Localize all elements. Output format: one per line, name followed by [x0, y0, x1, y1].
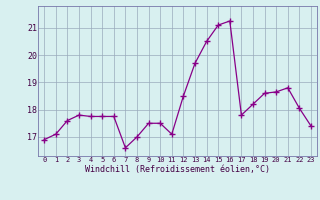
X-axis label: Windchill (Refroidissement éolien,°C): Windchill (Refroidissement éolien,°C) — [85, 165, 270, 174]
